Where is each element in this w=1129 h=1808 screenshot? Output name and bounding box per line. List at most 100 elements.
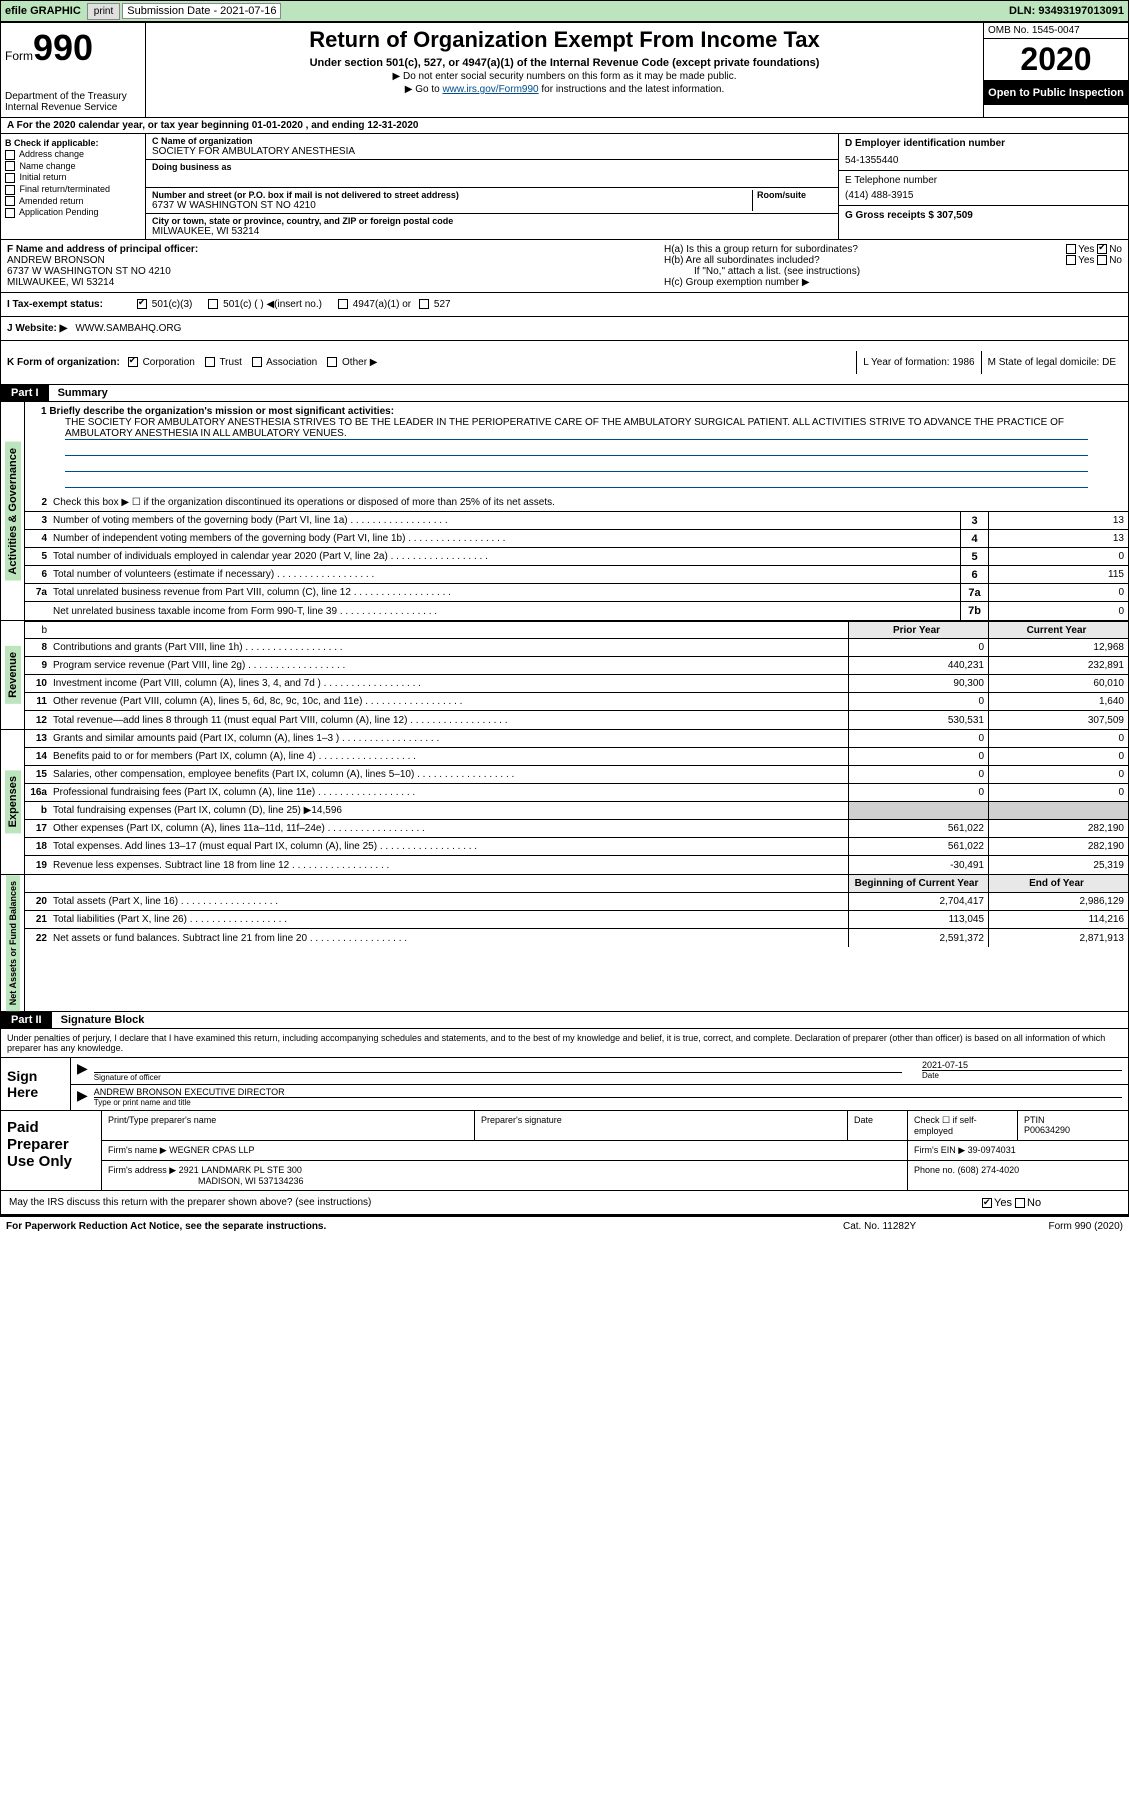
firm-phone: (608) 274-4020 xyxy=(958,1165,1020,1175)
department: Department of the Treasury Internal Reve… xyxy=(5,91,141,113)
room-label: Room/suite xyxy=(757,190,832,200)
org-name: SOCIETY FOR AMBULATORY ANESTHESIA xyxy=(152,146,832,157)
city: MILWAUKEE, WI 53214 xyxy=(152,226,832,237)
mission-label: 1 Briefly describe the organization's mi… xyxy=(41,406,1088,417)
line-21: 21Total liabilities (Part X, line 26) 11… xyxy=(25,911,1128,929)
gov-line-3: 3Number of voting members of the governi… xyxy=(25,512,1128,530)
block-fh: F Name and address of principal officer:… xyxy=(1,240,1128,293)
checkbox-final-return-terminated[interactable]: Final return/terminated xyxy=(5,184,141,195)
officer-addr: 6737 W WASHINGTON ST NO 4210 xyxy=(7,266,652,277)
ein-label: D Employer identification number xyxy=(845,138,1122,149)
gov-line-4: 4Number of independent voting members of… xyxy=(25,530,1128,548)
checkbox-address-change[interactable]: Address change xyxy=(5,149,141,160)
firm-ein-label: Firm's EIN ▶ xyxy=(914,1145,965,1155)
revenue-section: Revenue b Prior Year Current Year 8Contr… xyxy=(1,621,1128,730)
na-label: Net Assets or Fund Balances xyxy=(6,875,20,1011)
line-22: 22Net assets or fund balances. Subtract … xyxy=(25,929,1128,947)
part1-header: Part I Summary xyxy=(1,385,1128,402)
line-11: 11Other revenue (Part VIII, column (A), … xyxy=(25,693,1128,711)
city-label: City or town, state or province, country… xyxy=(152,216,832,226)
form-title: Return of Organization Exempt From Incom… xyxy=(154,27,975,53)
hb-label: H(b) Are all subordinates included? xyxy=(664,255,1066,266)
sign-here-label: Sign Here xyxy=(1,1058,71,1110)
opt-501c: 501(c) ( ) ◀(insert no.) xyxy=(208,299,322,310)
line-17: 17Other expenses (Part IX, column (A), l… xyxy=(25,820,1128,838)
part1-badge: Part I xyxy=(1,385,49,401)
paperwork-notice: For Paperwork Reduction Act Notice, see … xyxy=(6,1221,843,1232)
gross-receipts: G Gross receipts $ 307,509 xyxy=(845,210,1122,221)
submission-date: Submission Date - 2021-07-16 xyxy=(122,3,281,19)
part2-badge: Part II xyxy=(1,1012,52,1028)
sign-block: Sign Here ▶ Signature of officer 2021-07… xyxy=(1,1057,1128,1111)
line-14: 14Benefits paid to or for members (Part … xyxy=(25,748,1128,766)
print-button[interactable]: print xyxy=(87,3,120,20)
opt-501c3: 501(c)(3) xyxy=(137,299,192,310)
phone-label: E Telephone number xyxy=(845,175,1122,186)
checkbox-amended-return[interactable]: Amended return xyxy=(5,196,141,207)
box-f: F Name and address of principal officer:… xyxy=(1,240,658,292)
opt-other: Other ▶ xyxy=(327,357,377,368)
gov-label: Activities & Governance xyxy=(5,442,21,581)
gov-line-6: 6Total number of volunteers (estimate if… xyxy=(25,566,1128,584)
netassets-section: Net Assets or Fund Balances Beginning of… xyxy=(1,875,1128,1012)
opt-corp: Corporation xyxy=(128,357,195,368)
line2: Check this box ▶ ☐ if the organization d… xyxy=(51,495,1128,510)
officer-city: MILWAUKEE, WI 53214 xyxy=(7,277,652,288)
box-h: H(a) Is this a group return for subordin… xyxy=(658,240,1128,292)
exp-label: Expenses xyxy=(5,770,21,833)
hb-note: If "No," attach a list. (see instruction… xyxy=(664,266,1122,277)
discuss-yesno: Yes No xyxy=(982,1197,1122,1209)
form-org-label: K Form of organization: xyxy=(7,357,120,368)
line-15: 15Salaries, other compensation, employee… xyxy=(25,766,1128,784)
governance-section: Activities & Governance 1 Briefly descri… xyxy=(1,402,1128,621)
form-header: Form990 Department of the Treasury Inter… xyxy=(1,23,1128,118)
ha-label: H(a) Is this a group return for subordin… xyxy=(664,244,1066,255)
block-bcdefg: B Check if applicable: Address change Na… xyxy=(1,134,1128,240)
arrow-icon: ▶ xyxy=(77,1060,88,1082)
firm-phone-label: Phone no. xyxy=(914,1165,955,1175)
box-klm: K Form of organization: Corporation Trus… xyxy=(1,341,1128,385)
expenses-section: Expenses 13Grants and similar amounts pa… xyxy=(1,730,1128,875)
form-ref: Form 990 (2020) xyxy=(983,1221,1123,1232)
header-right: OMB No. 1545-0047 2020 Open to Public In… xyxy=(983,23,1128,117)
opt-trust: Trust xyxy=(205,357,242,368)
period-row: A For the 2020 calendar year, or tax yea… xyxy=(1,118,1128,134)
year-formation: L Year of formation: 1986 xyxy=(856,351,980,374)
paid-label: Paid Preparer Use Only xyxy=(1,1111,101,1190)
checkbox-initial-return[interactable]: Initial return xyxy=(5,172,141,183)
sign-date: 2021-07-15 xyxy=(922,1060,1122,1070)
line-20: 20Total assets (Part X, line 16) 2,704,4… xyxy=(25,893,1128,911)
line-9: 9Program service revenue (Part VIII, lin… xyxy=(25,657,1128,675)
date-label: Date xyxy=(922,1070,1122,1080)
checkbox-name-change[interactable]: Name change xyxy=(5,161,141,172)
hc-label: H(c) Group exemption number ▶ xyxy=(664,277,1122,288)
box-b-label: B Check if applicable: xyxy=(5,138,141,148)
firm-name: WEGNER CPAS LLP xyxy=(169,1145,254,1155)
line-12: 12Total revenue—add lines 8 through 11 (… xyxy=(25,711,1128,729)
checkbox-application-pending[interactable]: Application Pending xyxy=(5,207,141,218)
topbar: efile GRAPHIC print Submission Date - 20… xyxy=(0,0,1129,22)
firm-addr2: MADISON, WI 537134236 xyxy=(198,1176,304,1186)
line-8: 8Contributions and grants (Part VIII, li… xyxy=(25,639,1128,657)
end-year-hdr: End of Year xyxy=(988,875,1128,892)
opt-4947: 4947(a)(1) or xyxy=(338,299,411,310)
sig-officer-label: Signature of officer xyxy=(94,1072,902,1082)
line-13: 13Grants and similar amounts paid (Part … xyxy=(25,730,1128,748)
form-subtitle: Under section 501(c), 527, or 4947(a)(1)… xyxy=(154,57,975,69)
website: WWW.SAMBAHQ.ORG xyxy=(75,323,181,334)
hb-yes: Yes No xyxy=(1066,255,1122,266)
inspection-badge: Open to Public Inspection xyxy=(984,81,1128,105)
line-18: 18Total expenses. Add lines 13–17 (must … xyxy=(25,838,1128,856)
officer-name: ANDREW BRONSON xyxy=(7,255,652,266)
firm-ein: 39-0974031 xyxy=(968,1145,1016,1155)
state-domicile: M State of legal domicile: DE xyxy=(981,351,1122,374)
mission-block: 1 Briefly describe the organization's mi… xyxy=(25,402,1128,494)
firm-addr1: 2921 LANDMARK PL STE 300 xyxy=(179,1165,302,1175)
sign-name: ANDREW BRONSON EXECUTIVE DIRECTOR xyxy=(94,1087,1122,1097)
officer-label: F Name and address of principal officer: xyxy=(7,244,652,255)
irs-link[interactable]: www.irs.gov/Form990 xyxy=(442,84,538,95)
phone: (414) 488-3915 xyxy=(845,190,1122,201)
org-name-label: C Name of organization xyxy=(152,136,832,146)
paid-preparer-block: Paid Preparer Use Only Print/Type prepar… xyxy=(1,1111,1128,1191)
prep-date-hdr: Date xyxy=(848,1111,908,1140)
